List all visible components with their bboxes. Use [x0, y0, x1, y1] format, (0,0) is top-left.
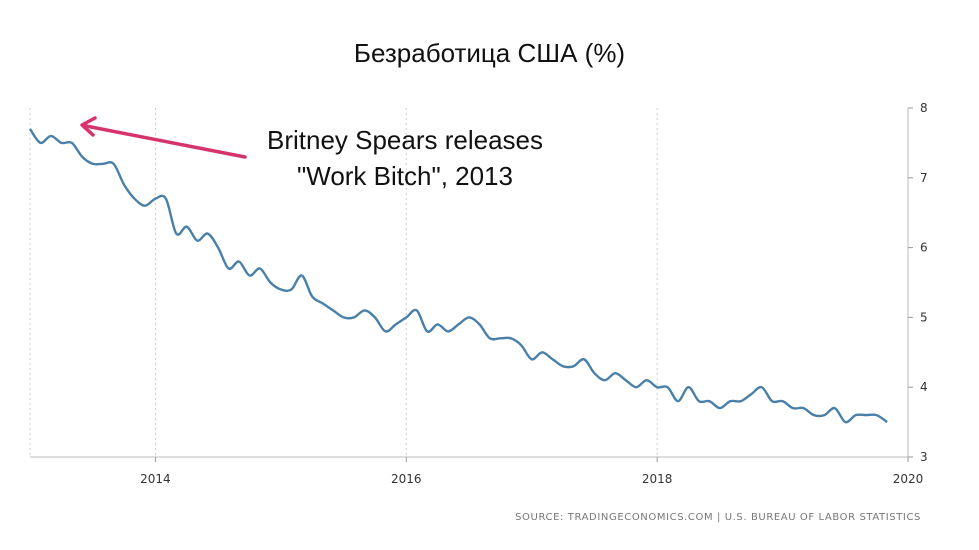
y-tick-label-7: 7	[920, 171, 928, 185]
annotation-text: Britney Spears releases "Work Bitch", 20…	[240, 122, 570, 194]
x-tick-label-2016: 2016	[391, 472, 422, 486]
y-tick-label-6: 6	[920, 241, 928, 255]
y-tick-label-8: 8	[920, 101, 928, 115]
annotation-line-2: "Work Bitch", 2013	[297, 161, 513, 191]
x-tick-label-2014: 2014	[140, 472, 171, 486]
series-line-unemployment	[28, 128, 888, 424]
y-tick-label-3: 3	[920, 450, 928, 464]
chart-title: Безработица США (%)	[353, 38, 626, 68]
x-tick-label-2018: 2018	[642, 472, 673, 486]
y-tick-label-5: 5	[920, 310, 928, 324]
source-note: SOURCE: TRADINGECONOMICS.COM | U.S. BURE…	[515, 512, 921, 523]
annotation-line-1: Britney Spears releases	[266, 125, 544, 155]
y-tick-label-4: 4	[920, 380, 928, 394]
annotation-arrow-shaft	[84, 124, 247, 159]
annotation-arrow-head	[80, 116, 97, 137]
x-tick-label-2020: 2020	[893, 472, 924, 486]
